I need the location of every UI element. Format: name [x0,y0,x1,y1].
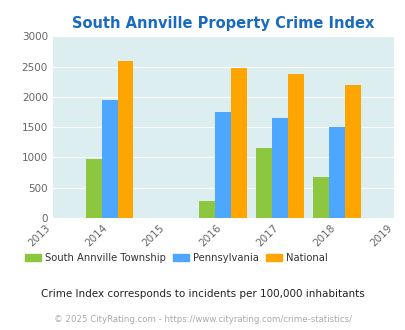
Bar [344,85,360,218]
Bar [101,100,117,218]
Bar [312,177,328,218]
Legend: South Annville Township, Pennsylvania, National: South Annville Township, Pennsylvania, N… [21,249,331,267]
Bar [256,148,271,218]
Bar [117,60,133,218]
Bar [231,68,247,218]
Bar [199,201,215,218]
Bar [271,118,288,218]
Bar [288,74,303,218]
Text: © 2025 CityRating.com - https://www.cityrating.com/crime-statistics/: © 2025 CityRating.com - https://www.city… [54,315,351,324]
Title: South Annville Property Crime Index: South Annville Property Crime Index [72,16,373,31]
Text: Crime Index corresponds to incidents per 100,000 inhabitants: Crime Index corresponds to incidents per… [41,289,364,299]
Bar [215,112,231,218]
Bar [85,159,101,218]
Bar [328,127,344,218]
